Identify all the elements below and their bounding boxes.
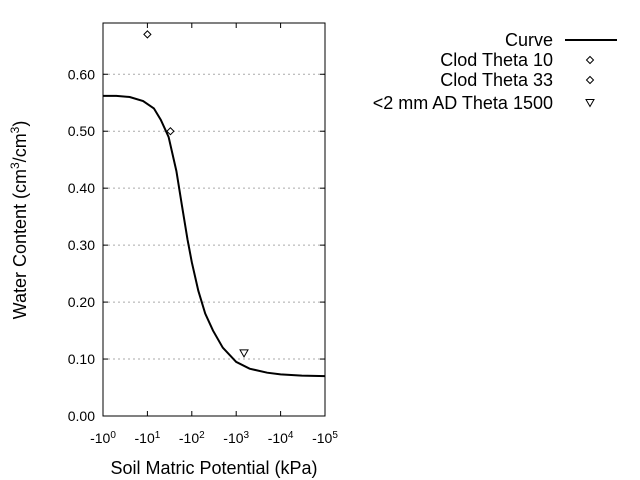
- x-tick-label: -104: [268, 430, 294, 447]
- legend-label: Clod Theta 33: [440, 70, 553, 90]
- y-axis-label: Water Content (cm3/cm3): [8, 121, 30, 320]
- x-tick-label-exponent: 2: [199, 430, 205, 441]
- y-axis-label-base: Water Content (cm: [10, 169, 30, 319]
- y-tick-label: 0.40: [68, 180, 95, 196]
- x-tick-label-exponent: 1: [155, 430, 161, 441]
- gridlines: [103, 73, 325, 360]
- curve-line: [103, 94, 326, 378]
- x-tick-label: -101: [135, 430, 161, 447]
- x-tick-label: -105: [312, 430, 338, 447]
- y-axis-label-end: ): [10, 121, 30, 127]
- legend-label: Clod Theta 10: [440, 50, 553, 70]
- legend-marker-triangle-down: [585, 99, 595, 108]
- y-axis-ticks: 0.00 0.10 0.20 0.30 0.40 0.50 0.60: [68, 66, 325, 424]
- x-tick-label-exponent: 3: [244, 430, 250, 441]
- x-tick-label-base: -10: [179, 430, 199, 446]
- legend-marker-diamond: [585, 55, 595, 65]
- legend-marker-diamond: [585, 75, 595, 85]
- data-point-triangle-down: [239, 349, 249, 358]
- data-point-diamond: [166, 127, 175, 136]
- y-axis-label-mid: /cm: [10, 133, 30, 162]
- x-tick-label-exponent: 0: [110, 430, 116, 441]
- y-tick-label: 0.00: [68, 408, 95, 424]
- y-tick-label: 0.50: [68, 123, 95, 139]
- x-tick-label-base: -10: [312, 430, 332, 446]
- x-tick-label-base: -10: [135, 430, 155, 446]
- x-tick-label: -102: [179, 430, 205, 447]
- x-tick-label-exponent: 5: [332, 430, 338, 441]
- y-tick-label: 0.60: [68, 66, 95, 82]
- marker-layer: [143, 30, 249, 358]
- curve-layer: [103, 94, 326, 378]
- y-tick-label: 0.20: [68, 294, 95, 310]
- x-axis-ticks: -100 -101 -102 -103 -104 -105: [90, 23, 338, 446]
- x-tick-label-base: -10: [268, 430, 288, 446]
- y-tick-label: 0.30: [68, 237, 95, 253]
- data-point-diamond: [143, 30, 152, 39]
- legend-label: <2 mm AD Theta 1500: [373, 93, 553, 113]
- x-tick-label-base: -10: [223, 430, 243, 446]
- legend-label: Curve: [505, 30, 553, 50]
- y-axis-label-sup2: 3: [8, 126, 22, 133]
- y-tick-label: 0.10: [68, 351, 95, 367]
- x-tick-label: -103: [223, 430, 249, 447]
- x-tick-label-exponent: 4: [288, 430, 294, 441]
- x-tick-label-base: -10: [90, 430, 110, 446]
- y-axis-label-sup1: 3: [8, 162, 22, 169]
- x-tick-label: -100: [90, 430, 116, 447]
- x-axis-label: Soil Matric Potential (kPa): [110, 458, 317, 478]
- plot-area-frame: [102, 22, 326, 417]
